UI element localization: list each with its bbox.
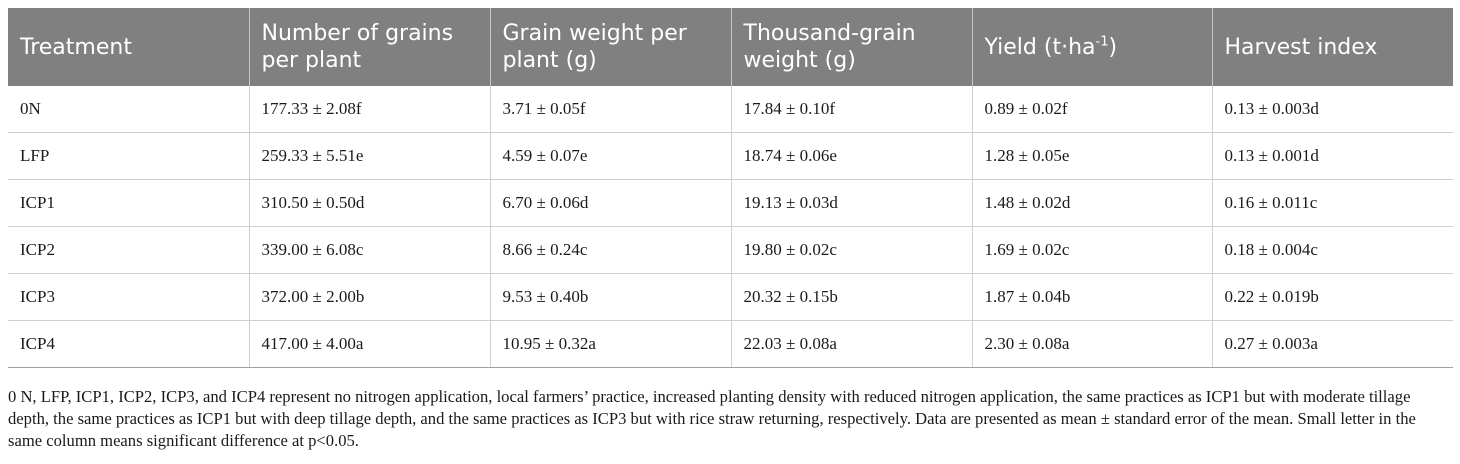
table-row: LFP 259.33 ± 5.51e 4.59 ± 0.07e 18.74 ± … xyxy=(8,132,1453,180)
header-yield: Yield (t·ha-1) xyxy=(972,8,1213,86)
cell-grains-per-plant: 259.33 ± 5.51e xyxy=(249,132,491,180)
cell-grain-weight: 3.71 ± 0.05f xyxy=(490,86,732,133)
header-grains-per-plant: Number of grains per plant xyxy=(249,8,491,86)
cell-thousand-grain-weight: 19.13 ± 0.03d xyxy=(731,179,973,227)
cell-yield: 1.28 ± 0.05e xyxy=(972,132,1213,180)
header-yield-superscript: -1 xyxy=(1095,34,1109,50)
cell-harvest-index: 0.13 ± 0.003d xyxy=(1212,86,1453,133)
cell-yield: 1.69 ± 0.02c xyxy=(972,226,1213,274)
cell-treatment: ICP1 xyxy=(8,179,250,227)
table-footnote: 0 N, LFP, ICP1, ICP2, ICP3, and ICP4 rep… xyxy=(8,387,1416,450)
cell-harvest-index: 0.27 ± 0.003a xyxy=(1212,320,1453,368)
cell-treatment: LFP xyxy=(8,132,250,180)
header-yield-close: ) xyxy=(1108,34,1118,60)
cell-thousand-grain-weight: 17.84 ± 0.10f xyxy=(731,86,973,133)
cell-harvest-index: 0.13 ± 0.001d xyxy=(1212,132,1453,180)
cell-grain-weight: 4.59 ± 0.07e xyxy=(490,132,732,180)
cell-treatment: ICP3 xyxy=(8,273,250,321)
cell-grains-per-plant: 339.00 ± 6.08c xyxy=(249,226,491,274)
header-yield-text: Yield (t·ha xyxy=(984,34,1096,60)
cell-treatment: 0N xyxy=(8,86,250,133)
cell-thousand-grain-weight: 20.32 ± 0.15b xyxy=(731,273,973,321)
cell-grains-per-plant: 372.00 ± 2.00b xyxy=(249,273,491,321)
cell-grains-per-plant: 417.00 ± 4.00a xyxy=(249,320,491,368)
header-thousand-grain-weight: Thousand-grain weight (g) xyxy=(731,8,973,86)
cell-thousand-grain-weight: 19.80 ± 0.02c xyxy=(731,226,973,274)
table-row: 0N 177.33 ± 2.08f 3.71 ± 0.05f 17.84 ± 0… xyxy=(8,86,1453,133)
cell-harvest-index: 0.18 ± 0.004c xyxy=(1212,226,1453,274)
header-row: Treatment Number of grains per plant Gra… xyxy=(8,8,1453,86)
cell-harvest-index: 0.22 ± 0.019b xyxy=(1212,273,1453,321)
cell-yield: 2.30 ± 0.08a xyxy=(972,320,1213,368)
cell-harvest-index: 0.16 ± 0.011c xyxy=(1212,179,1453,227)
data-table: Treatment Number of grains per plant Gra… xyxy=(8,8,1453,368)
header-grain-weight: Grain weight per plant (g) xyxy=(490,8,732,86)
cell-treatment: ICP2 xyxy=(8,226,250,274)
cell-yield: 0.89 ± 0.02f xyxy=(972,86,1213,133)
cell-treatment: ICP4 xyxy=(8,320,250,368)
table-container: Treatment Number of grains per plant Gra… xyxy=(8,8,1453,450)
cell-yield: 1.87 ± 0.04b xyxy=(972,273,1213,321)
cell-grain-weight: 6.70 ± 0.06d xyxy=(490,179,732,227)
cell-grains-per-plant: 177.33 ± 2.08f xyxy=(249,86,491,133)
cell-grain-weight: 10.95 ± 0.32a xyxy=(490,320,732,368)
table-row: ICP3 372.00 ± 2.00b 9.53 ± 0.40b 20.32 ±… xyxy=(8,273,1453,321)
cell-grain-weight: 9.53 ± 0.40b xyxy=(490,273,732,321)
cell-thousand-grain-weight: 18.74 ± 0.06e xyxy=(731,132,973,180)
header-treatment: Treatment xyxy=(8,8,250,86)
table-row: ICP4 417.00 ± 4.00a 10.95 ± 0.32a 22.03 … xyxy=(8,320,1453,368)
cell-thousand-grain-weight: 22.03 ± 0.08a xyxy=(731,320,973,368)
table-row: ICP1 310.50 ± 0.50d 6.70 ± 0.06d 19.13 ±… xyxy=(8,179,1453,227)
cell-grains-per-plant: 310.50 ± 0.50d xyxy=(249,179,491,227)
cell-yield: 1.48 ± 0.02d xyxy=(972,179,1213,227)
header-harvest-index: Harvest index xyxy=(1212,8,1453,86)
cell-grain-weight: 8.66 ± 0.24c xyxy=(490,226,732,274)
table-row: ICP2 339.00 ± 6.08c 8.66 ± 0.24c 19.80 ±… xyxy=(8,226,1453,274)
